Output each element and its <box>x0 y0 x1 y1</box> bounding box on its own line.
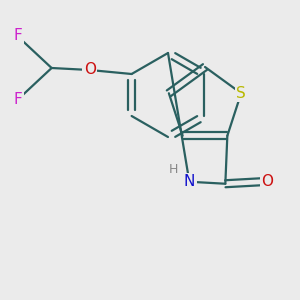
Text: F: F <box>13 28 22 44</box>
Text: O: O <box>261 174 273 189</box>
Text: S: S <box>236 86 246 101</box>
Text: F: F <box>13 92 22 107</box>
Text: H: H <box>169 163 178 176</box>
Text: O: O <box>84 62 96 77</box>
Text: N: N <box>184 174 195 189</box>
